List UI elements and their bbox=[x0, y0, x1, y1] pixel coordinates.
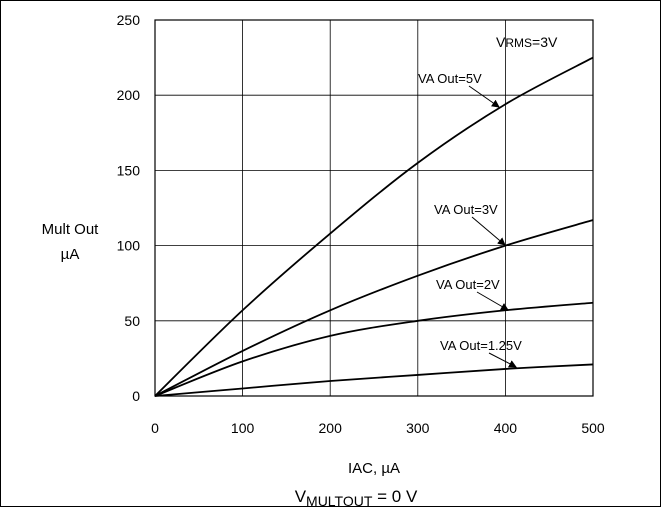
y-tick-label: 150 bbox=[117, 162, 141, 178]
x-tick-label: 100 bbox=[231, 420, 255, 436]
series-label-0: VA Out=5V bbox=[418, 71, 482, 86]
condition-label: VRMS=3V bbox=[496, 34, 558, 50]
series-line-0 bbox=[154, 56, 594, 397]
series-line-2 bbox=[154, 301, 594, 397]
tick-labels: 0 100 200 300 400 500 0 50 100 150 200 250 bbox=[117, 12, 605, 436]
series-arrow-1 bbox=[471, 216, 506, 246]
series-label-2: VA Out=2V bbox=[436, 277, 500, 292]
series-line-1 bbox=[154, 219, 594, 397]
caption: VMULTOUT = 0 V bbox=[295, 487, 418, 508]
condition-sub: RMS bbox=[505, 36, 532, 50]
series-label-1: VA Out=3V bbox=[434, 202, 498, 217]
caption-rest: = 0 V bbox=[372, 487, 418, 506]
caption-sub: MULTOUT bbox=[306, 493, 373, 508]
y-tick-label: 50 bbox=[124, 313, 140, 329]
x-axis-label: IAC, µA bbox=[348, 460, 400, 477]
grid bbox=[154, 19, 594, 397]
series-arrow-2 bbox=[476, 291, 509, 311]
curves bbox=[154, 56, 594, 397]
x-tick-label: 300 bbox=[406, 420, 430, 436]
y-tick-label: 250 bbox=[117, 12, 141, 28]
x-tick-label: 200 bbox=[319, 420, 343, 436]
x-tick-label: 500 bbox=[581, 420, 605, 436]
x-tick-label: 400 bbox=[494, 420, 518, 436]
caption-main: V bbox=[295, 487, 307, 506]
x-tick-label: 0 bbox=[151, 420, 159, 436]
y-axis-label-line2: µA bbox=[61, 246, 80, 263]
plot-area bbox=[154, 19, 594, 397]
series-line-3 bbox=[154, 363, 594, 397]
y-tick-label: 200 bbox=[117, 87, 141, 103]
series-arrow-3 bbox=[488, 352, 517, 368]
y-tick-label: 0 bbox=[132, 388, 140, 404]
series-label-3: VA Out=1.25V bbox=[440, 338, 522, 353]
series-arrow-0 bbox=[468, 85, 500, 108]
y-tick-label: 100 bbox=[117, 238, 141, 254]
y-axis-label-line1: Mult Out bbox=[42, 221, 100, 238]
condition-rest: =3V bbox=[532, 34, 558, 50]
condition-main: V bbox=[496, 34, 506, 50]
annotations: VA Out=5V VA Out=3V VA Out=2V VA Out=1.25V V… bbox=[418, 34, 558, 368]
